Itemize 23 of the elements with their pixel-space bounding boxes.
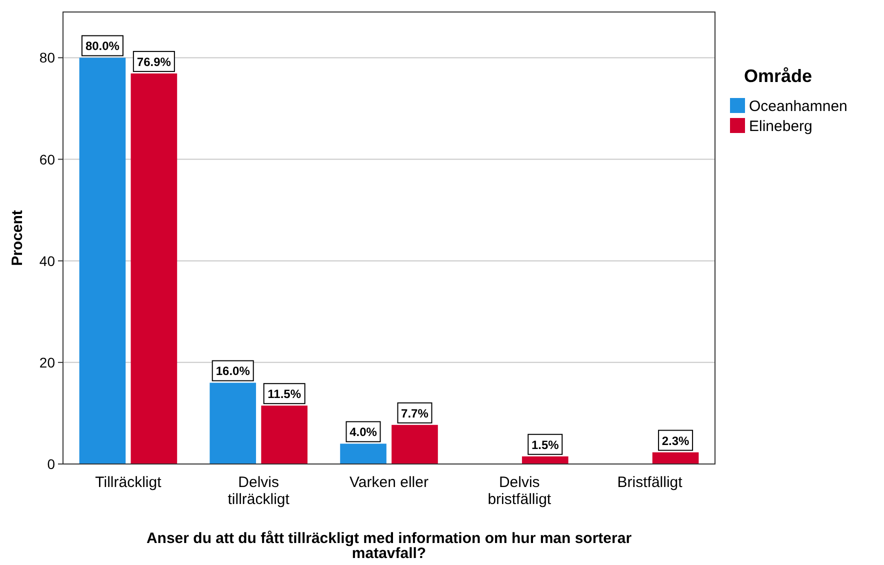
data-label: 11.5% xyxy=(268,387,302,402)
legend-label: Oceanhamnen xyxy=(749,98,848,115)
data-label: 16.0% xyxy=(216,364,250,378)
y-tick-label: 40 xyxy=(39,252,56,269)
y-axis-title: Procent xyxy=(9,210,26,266)
x-tick-label: Varken eller xyxy=(350,474,428,491)
data-label: 76.9% xyxy=(136,54,172,69)
x-tick-label: Tillräckligt xyxy=(95,474,162,491)
data-label: 7.7% xyxy=(401,406,429,420)
x-tick-label: Delvis tillräckligt xyxy=(228,474,290,508)
x-axis-title: Anser du att du fått tillräckligt med information om hur man sorterar matavfall? xyxy=(146,530,632,562)
x-tick-label: Bristfälligt xyxy=(617,474,684,491)
data-label: 1.5% xyxy=(531,438,560,452)
y-tick-label: 60 xyxy=(39,151,56,168)
data-label: 80.0% xyxy=(85,39,120,54)
y-tick-label: 0 xyxy=(47,456,56,472)
y-tick-label: 20 xyxy=(39,354,56,370)
legend-title: Område xyxy=(744,66,812,86)
legend-label: Elineberg xyxy=(749,118,812,135)
y-tick-label: 80 xyxy=(39,50,56,66)
data-label: 2.3% xyxy=(662,434,690,448)
data-label: 4.0% xyxy=(350,425,378,440)
x-tick-label: Delvis bristfälligt xyxy=(488,474,552,508)
